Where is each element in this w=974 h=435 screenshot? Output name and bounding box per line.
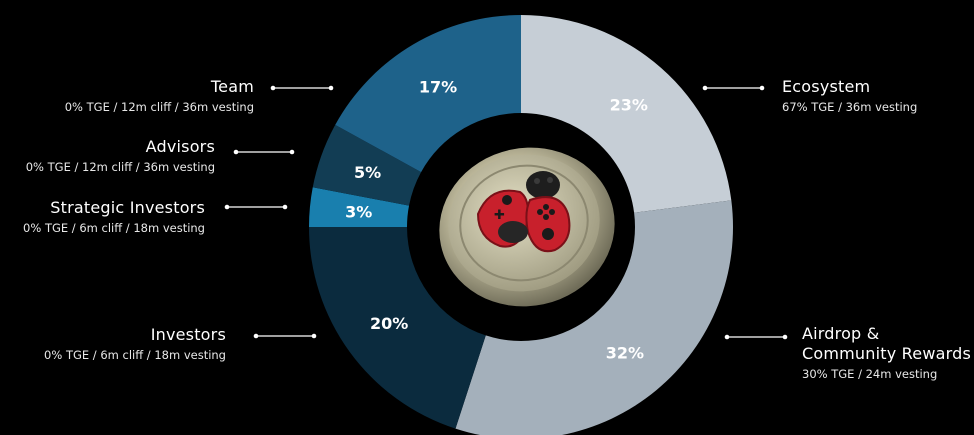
leader-dot-advisors-1 [289,149,295,155]
callout-vesting: 0% TGE / 6m cliff / 18m vesting [23,221,205,235]
callout-airdrop: Airdrop & Community Rewards 30% TGE / 24… [802,324,971,382]
leader-dot-airdrop-community-rewards-1 [782,334,788,340]
callout-investors: Investors 0% TGE / 6m cliff / 18m vestin… [44,325,226,363]
slice-label-team: 17% [419,78,457,97]
callout-name: Investors [150,325,226,344]
leader-dot-advisors-0 [233,149,239,155]
plus-icon: ✚ [494,208,505,223]
callout-vesting: 0% TGE / 12m cliff / 36m vesting [64,100,254,114]
leader-dot-strategic-investors-0 [224,204,230,210]
slice-advisors [312,124,422,206]
callout-advisors: Advisors 0% TGE / 12m cliff / 36m vestin… [26,137,215,175]
leader-dot-investors-0 [253,333,259,339]
callout-name: Team [210,77,254,96]
slice-label-strategic-investors: 3% [345,203,372,222]
leader-dot-investors-1 [311,333,317,339]
percentage-labels: 23% 32% 20% 3% 5% 17% [345,78,648,363]
callout-vesting: 0% TGE / 12m cliff / 36m vesting [25,160,215,174]
leader-dot-airdrop-community-rewards-0 [724,334,730,340]
slice-label-investors: 20% [370,314,408,333]
callout-name: Advisors [145,137,215,156]
slice-label-ecosystem: 23% [610,96,648,115]
leader-dot-strategic-investors-1 [282,204,288,210]
donut-slices [309,15,733,435]
leader-dot-ecosystem-1 [759,85,765,91]
callout-name-line1: Airdrop & [802,324,880,343]
callout-leader-lines [224,85,788,340]
slice-ecosystem [521,15,732,213]
leader-dot-team-0 [270,85,276,91]
callout-team: Team 0% TGE / 12m cliff / 36m vesting [65,77,254,115]
leader-dot-team-1 [328,85,334,91]
center-coin-logo: ✚ [439,147,615,307]
callout-vesting: 0% TGE / 6m cliff / 18m vesting [44,348,226,362]
callout-vesting: 30% TGE / 24m vesting [802,367,938,381]
slice-team [335,15,521,173]
slice-label-advisors: 5% [354,163,381,182]
callout-name-line2: Community Rewards [802,344,972,363]
slice-strategic-investors [309,187,410,227]
slice-investors [309,227,486,429]
callout-strategic-investors: Strategic Investors 0% TGE / 6m cliff / … [23,198,205,236]
leader-dot-ecosystem-0 [702,85,708,91]
callout-vesting: 67% TGE / 36m vesting [782,100,918,114]
callout-name: Strategic Investors [50,198,205,217]
slice-airdrop-community-rewards [455,200,733,435]
slice-label-airdrop-community-rewards: 32% [606,344,644,363]
callout-name: Ecosystem [782,77,871,96]
callout-ecosystem: Ecosystem 67% TGE / 36m vesting [782,77,917,115]
